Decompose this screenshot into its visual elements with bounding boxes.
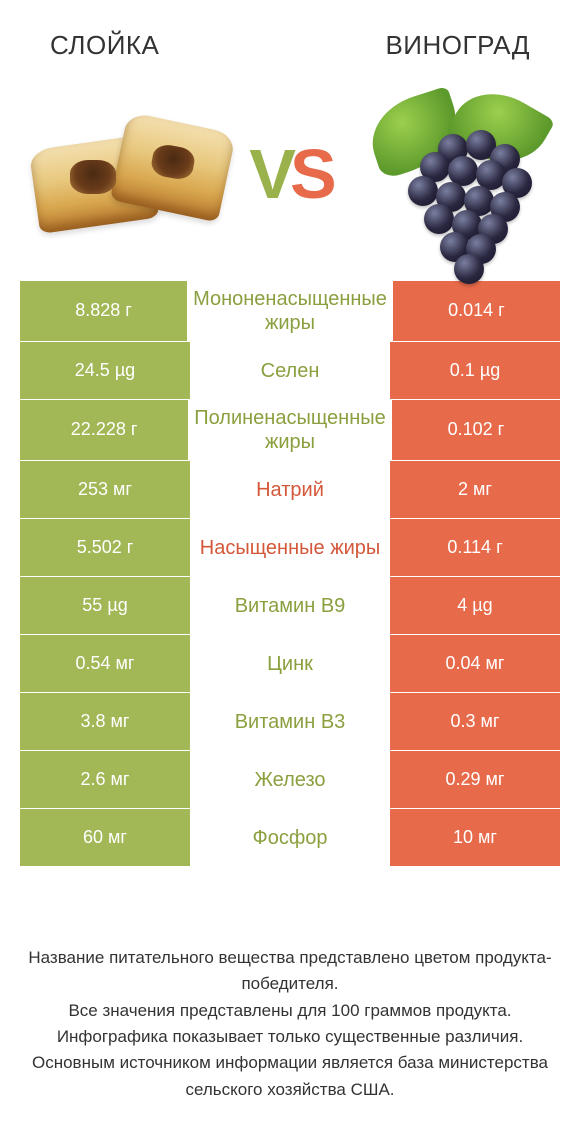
titles-row: СЛОЙКА ВИНОГРАД <box>20 30 560 61</box>
table-row: 55 µgВитамин B94 µg <box>20 577 560 635</box>
nutrient-label: Натрий <box>190 461 390 518</box>
table-row: 8.828 гМононенасыщенные жиры0.014 г <box>20 281 560 342</box>
table-row: 3.8 мгВитамин B30.3 мг <box>20 693 560 751</box>
nutrient-label: Селен <box>190 342 390 399</box>
left-food-image <box>30 94 230 254</box>
nutrient-label: Насыщенные жиры <box>190 519 390 576</box>
vs-label: VS <box>249 139 330 209</box>
nutrient-label: Витамин B9 <box>190 577 390 634</box>
nutrient-label: Цинк <box>190 635 390 692</box>
nutrient-label: Полиненасыщенные жиры <box>188 400 392 460</box>
right-value: 10 мг <box>390 809 560 866</box>
right-value: 2 мг <box>390 461 560 518</box>
footer-notes: Название питательного вещества представл… <box>20 945 560 1103</box>
right-value: 0.1 µg <box>390 342 560 399</box>
nutrient-label: Витамин B3 <box>190 693 390 750</box>
hero-row: VS <box>20 79 560 269</box>
footer-line: Все значения представлены для 100 граммо… <box>26 998 554 1024</box>
footer-line: Основным источником информации является … <box>26 1050 554 1103</box>
table-row: 253 мгНатрий2 мг <box>20 461 560 519</box>
left-value: 8.828 г <box>20 281 187 341</box>
comparison-table: 8.828 гМононенасыщенные жиры0.014 г24.5 … <box>20 281 560 867</box>
nutrient-label: Мононенасыщенные жиры <box>187 281 393 341</box>
right-value: 0.014 г <box>393 281 560 341</box>
left-value: 24.5 µg <box>20 342 190 399</box>
table-row: 0.54 мгЦинк0.04 мг <box>20 635 560 693</box>
table-row: 5.502 гНасыщенные жиры0.114 г <box>20 519 560 577</box>
left-value: 60 мг <box>20 809 190 866</box>
right-value: 0.114 г <box>390 519 560 576</box>
table-row: 24.5 µgСелен0.1 µg <box>20 342 560 400</box>
table-row: 60 мгФосфор10 мг <box>20 809 560 867</box>
right-food-title: ВИНОГРАД <box>385 30 530 61</box>
left-value: 253 мг <box>20 461 190 518</box>
left-value: 2.6 мг <box>20 751 190 808</box>
table-row: 22.228 гПолиненасыщенные жиры0.102 г <box>20 400 560 461</box>
right-value: 0.3 мг <box>390 693 560 750</box>
left-value: 22.228 г <box>20 400 188 460</box>
left-food-title: СЛОЙКА <box>50 30 159 61</box>
left-value: 3.8 мг <box>20 693 190 750</box>
footer-line: Название питательного вещества представл… <box>26 945 554 998</box>
right-value: 4 µg <box>390 577 560 634</box>
right-value: 0.102 г <box>392 400 560 460</box>
nutrient-label: Фосфор <box>190 809 390 866</box>
left-value: 5.502 г <box>20 519 190 576</box>
left-value: 0.54 мг <box>20 635 190 692</box>
footer-line: Инфографика показывает только существенн… <box>26 1024 554 1050</box>
nutrient-label: Железо <box>190 751 390 808</box>
table-row: 2.6 мгЖелезо0.29 мг <box>20 751 560 809</box>
right-value: 0.04 мг <box>390 635 560 692</box>
left-value: 55 µg <box>20 577 190 634</box>
right-value: 0.29 мг <box>390 751 560 808</box>
right-food-image <box>350 94 550 254</box>
